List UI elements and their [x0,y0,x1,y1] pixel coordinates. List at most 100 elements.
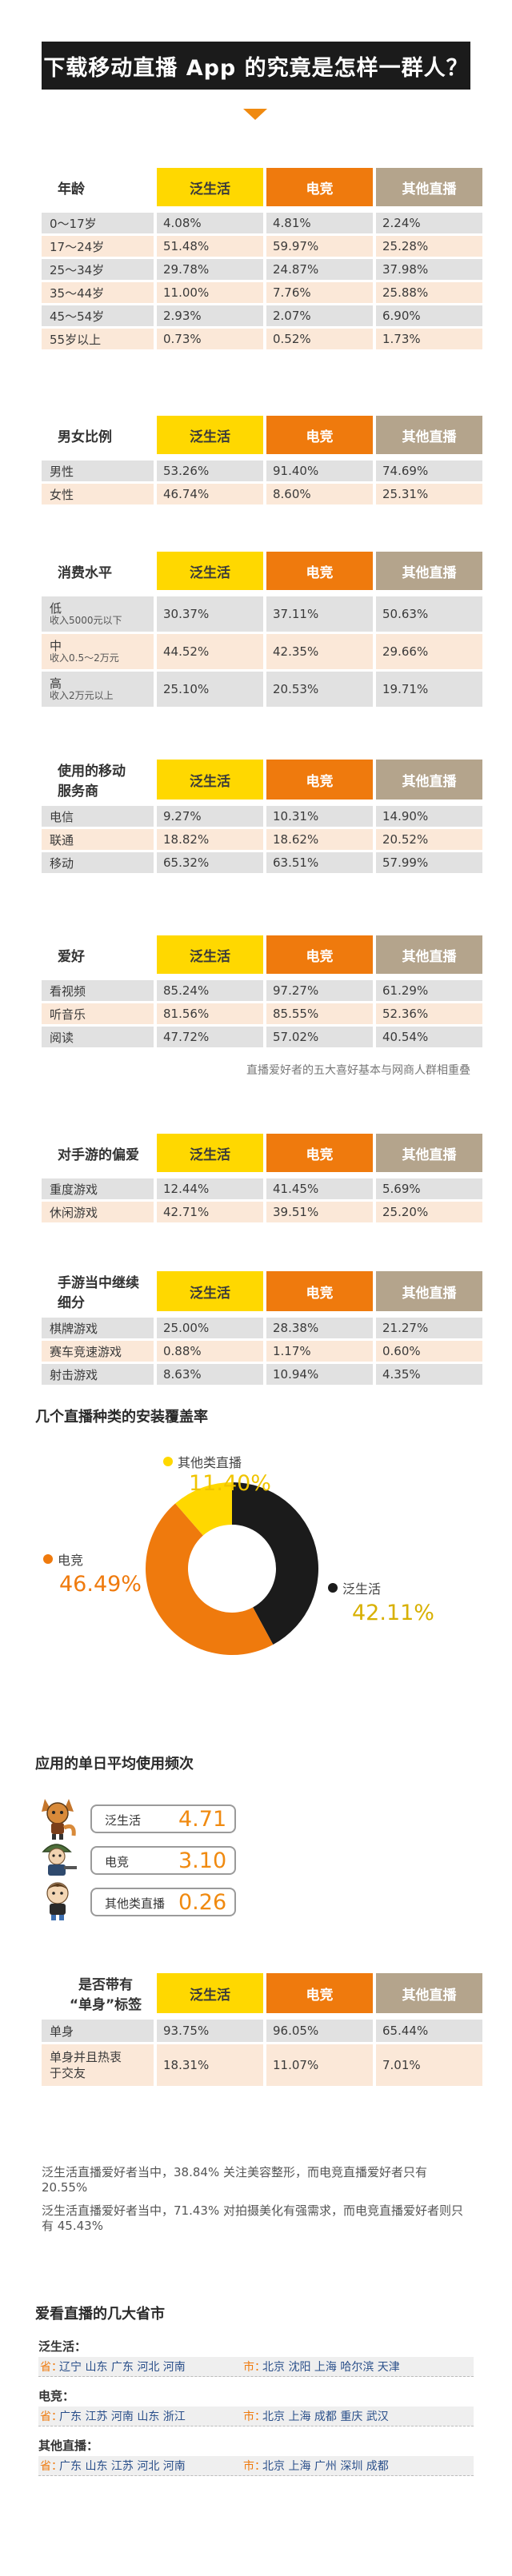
value-cell: 65.32% [157,852,263,873]
donut-slice-esports [145,1503,274,1655]
value-cell: 24.87% [266,259,373,280]
value-cell: 57.02% [266,1027,373,1047]
table-row: 阅读 47.72% 57.02% 40.54% [42,1027,482,1047]
table-label: 手游当中继续 细分 [58,1275,139,1311]
value-cell: 51.48% [157,236,263,257]
table-label: 使用的移动 服务商 [58,764,126,800]
table-6: 手游当中继续 细分 泛生活 电竞 其他直播 棋牌游戏 25.00% 28.38% 21.27% 赛… [42,1271,482,1385]
row-label: 男性 [42,461,154,481]
table-label: 对手游的偏爱 [58,1146,139,1163]
row-label: 高收入2万元以上 [42,672,154,707]
header-other: 其他直播 [376,1134,482,1172]
row-label: 17～24岁 [42,236,154,257]
header-pan: 泛生活 [157,416,263,454]
value-cell: 8.63% [157,1364,263,1385]
frequency-label: 电竞 [105,1855,130,1869]
legend-label-esports: 电竞 [58,1553,84,1568]
header-other: 其他直播 [376,168,482,206]
header-pan: 泛生活 [157,760,263,800]
row-label: 棋牌游戏 [42,1318,154,1338]
value-cell: 25.00% [157,1318,263,1338]
frequency-title: 应用的单日平均使用频次 [35,1756,194,1772]
install-coverage-donut-chart [145,1482,318,1655]
row-label: 联通 [42,829,154,850]
value-cell: 18.82% [157,829,263,850]
pct-esports: 46.49% [59,1572,142,1597]
table-row: 中收入0.5～2万元 44.52% 42.35% 29.66% [42,634,482,669]
header-esports: 电竞 [266,416,373,454]
table-row: 女性 46.74% 8.60% 25.31% [42,484,482,504]
header-other: 其他直播 [376,1973,482,2013]
value-cell: 25.28% [376,236,482,257]
value-cell: 74.69% [376,461,482,481]
table-1: 男女比例 泛生活 电竞 其他直播 男性 53.26% 91.40% 74.69% 女性 46.74… [42,416,482,504]
value-cell: 63.51% [266,852,373,873]
table-label: 爱好 [58,948,85,965]
value-cell: 97.27% [266,980,373,1001]
city-group-line: 省： 广东 山东 江苏 河北 河南 市： 北京 上海 广州 深圳 成都 [38,2456,474,2476]
province-values: 广东 江苏 河南 山东 浙江 [59,2411,186,2423]
value-cell: 18.62% [266,829,373,850]
value-cell: 2.07% [266,305,373,326]
frequency-label: 泛生活 [105,1813,142,1828]
donut-slice-other [175,1482,232,1536]
table-5: 对手游的偏爱 泛生活 电竞 其他直播 重度游戏 12.44% 41.45% 5.69% 休闲游戏… [42,1134,482,1222]
header-esports: 电竞 [266,552,373,590]
table-row: 射击游戏 8.63% 10.94% 4.35% [42,1364,482,1385]
row-label: 低收入5000元以下 [42,596,154,632]
table-row: 45～54岁 2.93% 2.07% 6.90% [42,305,482,326]
page-title: 下载移动直播 App 的究竟是怎样一群人？ [42,42,470,90]
frequency-item-esports: 电竞 3.10 [90,1846,236,1875]
header-other: 其他直播 [376,935,482,974]
row-label: 女性 [42,484,154,504]
kid-character-icon [46,1882,69,1920]
city-group-name: 其他直播： [38,2438,99,2453]
table-row: 35～44岁 11.00% 7.76% 25.88% [42,282,482,303]
header-esports: 电竞 [266,935,373,974]
table-row: 棋牌游戏 25.00% 28.38% 21.27% [42,1318,482,1338]
value-cell: 42.35% [266,634,373,669]
value-cell: 37.11% [266,596,373,632]
value-cell: 30.37% [157,596,263,632]
donut-slice-pan [232,1482,318,1645]
row-label: 移动 [42,852,154,873]
value-cell: 20.52% [376,829,482,850]
city-group-line: 省： 广东 江苏 河南 山东 浙江 市： 北京 上海 成都 重庆 武汉 [38,2407,474,2426]
city-values: 北京 上海 广州 深圳 成都 [262,2460,389,2473]
table-row: 男性 53.26% 91.40% 74.69% [42,461,482,481]
value-cell: 0.88% [157,1341,263,1362]
value-cell: 8.60% [266,484,373,504]
header-other: 其他直播 [376,760,482,800]
city-key: 市： [243,2411,266,2423]
header-other: 其他直播 [376,552,482,590]
table-row: 电信 9.27% 10.31% 14.90% [42,806,482,827]
pct-other: 11.40% [189,1471,271,1496]
value-cell: 52.36% [376,1003,482,1024]
header-esports: 电竞 [266,1271,373,1311]
value-cell: 57.99% [376,852,482,873]
row-label: 重度游戏 [42,1178,154,1199]
value-cell: 42.71% [157,1202,263,1222]
city-group-name: 电竞： [38,2389,75,2403]
value-cell: 0.52% [266,329,373,349]
table-label: 年龄 [58,181,85,197]
cities-title: 爱看直播的几大省市 [35,2306,165,2323]
table-row: 高收入2万元以上 25.10% 20.53% 19.71% [42,672,482,707]
table-2: 消费水平 泛生活 电竞 其他直播低收入5000元以下 30.37% 37.11% 50.63… [42,552,482,707]
frequency-value: 4.71 [178,1807,227,1832]
row-label: 休闲游戏 [42,1202,154,1222]
legend-dot-esports [43,1554,53,1564]
single-tag-label: 是否带有 “单身”标签 [69,1977,142,2013]
value-cell: 4.81% [266,213,373,233]
pct-pan: 42.11% [352,1601,434,1625]
value-cell: 1.73% [376,329,482,349]
table-row: 休闲游戏 42.71% 39.51% 25.20% [42,1202,482,1222]
frequency-label: 其他类直播 [105,1896,166,1911]
value-cell: 2.24% [376,213,482,233]
table-row: 联通 18.82% 18.62% 20.52% [42,829,482,850]
value-cell: 20.53% [266,672,373,707]
legend-dot-other [163,1457,173,1466]
header-pan: 泛生活 [157,1973,263,2013]
paragraph-beauty: 泛生活直播爱好者当中，38.84% 关注美容整形，而电竞直播爱好者只有 20.5… [42,2165,427,2195]
value-cell: 59.97% [266,236,373,257]
